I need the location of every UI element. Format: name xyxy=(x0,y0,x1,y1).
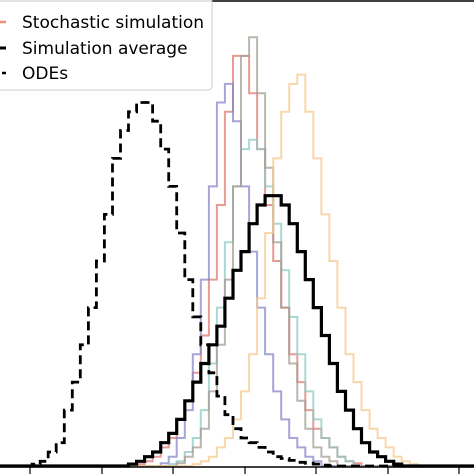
legend-label-odes: ODEs xyxy=(22,64,68,84)
legend: Stochastic simulation Simulation average… xyxy=(0,0,213,91)
series-average-6 xyxy=(0,194,474,468)
series-stochastic-3 xyxy=(0,138,474,467)
legend-frame xyxy=(0,0,213,91)
series-ode-0 xyxy=(0,101,474,468)
legend-label-average: Simulation average xyxy=(22,39,188,59)
legend-label-stochastic: Stochastic simulation xyxy=(22,13,204,33)
series-stochastic-4 xyxy=(0,36,474,467)
plot-area xyxy=(0,36,474,468)
